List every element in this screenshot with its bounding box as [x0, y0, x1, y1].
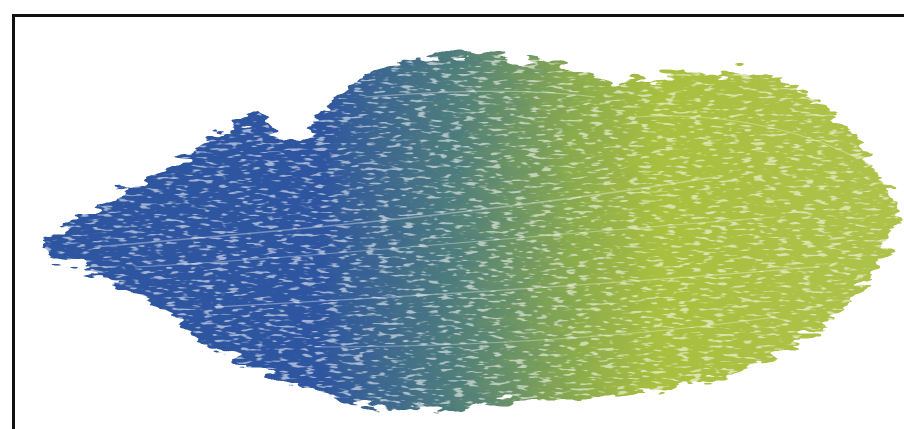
paint-smear-illustration	[45, 54, 898, 410]
image-frame	[12, 14, 904, 429]
paint-texture	[45, 54, 898, 410]
paint-streaks	[94, 90, 856, 348]
